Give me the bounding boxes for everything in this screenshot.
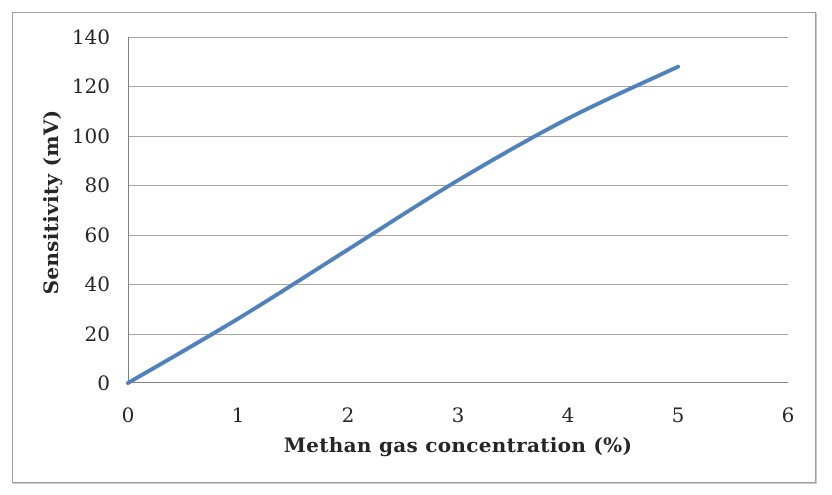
y-tick-label: 100 <box>71 123 110 148</box>
y-tick-label: 80 <box>84 173 110 198</box>
x-tick-label: 3 <box>451 403 465 427</box>
x-tick-label: 4 <box>561 403 575 427</box>
y-axis-title: Sensitivity (mV) <box>39 109 63 295</box>
series-line <box>126 64 680 385</box>
x-tick-label: 0 <box>121 403 135 427</box>
y-tick-label: 60 <box>84 222 110 247</box>
y-tick-label: 20 <box>84 321 110 346</box>
y-tick-label: 0 <box>97 371 110 395</box>
x-axis-title: Methan gas concentration (%) <box>283 433 633 457</box>
y-tick-label: 40 <box>84 272 110 297</box>
plot-area <box>126 37 788 385</box>
x-tick-label: 6 <box>781 403 795 427</box>
x-tick-label: 2 <box>341 403 355 427</box>
x-tick-label: 5 <box>671 403 685 427</box>
chart-border <box>12 12 816 483</box>
plot-svg <box>126 37 788 385</box>
y-tick-label: 120 <box>71 74 110 99</box>
y-tick-label: 140 <box>71 25 110 49</box>
x-tick-label: 1 <box>231 403 245 427</box>
